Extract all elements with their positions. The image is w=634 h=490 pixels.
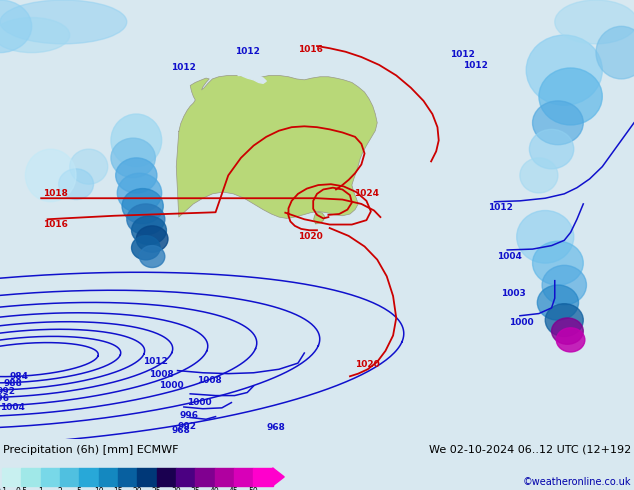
Ellipse shape (542, 265, 586, 305)
Ellipse shape (25, 149, 76, 202)
Text: 1012: 1012 (488, 202, 514, 212)
Ellipse shape (537, 285, 578, 320)
Bar (176, 468, 195, 486)
Text: 996: 996 (0, 393, 10, 403)
Bar (60, 468, 79, 486)
Text: 1020: 1020 (298, 232, 323, 242)
Text: 1012: 1012 (235, 47, 260, 56)
Bar (214, 468, 234, 486)
Text: 35: 35 (190, 487, 200, 490)
Text: 1016: 1016 (298, 45, 323, 53)
Polygon shape (238, 74, 266, 83)
Ellipse shape (557, 328, 585, 352)
Text: 20: 20 (133, 487, 142, 490)
Ellipse shape (127, 204, 165, 235)
Bar (137, 468, 157, 486)
Ellipse shape (520, 158, 558, 193)
Text: 968: 968 (171, 426, 190, 435)
Text: 1004: 1004 (0, 403, 25, 413)
Text: 984: 984 (10, 372, 29, 381)
Text: 1012: 1012 (450, 50, 476, 59)
Text: We 02-10-2024 06..12 UTC (12+192: We 02-10-2024 06..12 UTC (12+192 (429, 445, 631, 455)
Ellipse shape (0, 0, 32, 52)
Text: 45: 45 (229, 487, 239, 490)
Text: 2: 2 (58, 487, 62, 490)
Bar (157, 468, 176, 486)
Text: 50: 50 (249, 487, 258, 490)
Ellipse shape (596, 26, 634, 79)
Text: 1024: 1024 (354, 189, 378, 198)
Text: 1000: 1000 (159, 381, 183, 391)
Text: 1012: 1012 (463, 61, 488, 70)
Text: ©weatheronline.co.uk: ©weatheronline.co.uk (522, 477, 631, 488)
Ellipse shape (111, 138, 155, 177)
Ellipse shape (517, 211, 574, 263)
Text: 1000: 1000 (188, 398, 212, 407)
Ellipse shape (529, 129, 574, 169)
Ellipse shape (533, 241, 583, 285)
Bar (234, 468, 253, 486)
Ellipse shape (533, 101, 583, 145)
Text: 1012: 1012 (171, 64, 197, 73)
Ellipse shape (552, 318, 583, 344)
Text: 968: 968 (266, 423, 285, 432)
Text: 996: 996 (179, 411, 198, 420)
Text: 30: 30 (171, 487, 181, 490)
Ellipse shape (184, 171, 209, 189)
Bar (118, 468, 137, 486)
Ellipse shape (526, 35, 602, 105)
Text: 1020: 1020 (355, 360, 380, 369)
Text: 1016: 1016 (43, 220, 68, 229)
Polygon shape (273, 468, 284, 486)
Text: 1008: 1008 (197, 376, 222, 385)
Text: 1: 1 (38, 487, 43, 490)
Ellipse shape (0, 18, 70, 52)
Bar (195, 468, 214, 486)
Bar (22, 468, 41, 486)
Text: 0.1: 0.1 (0, 487, 8, 490)
Text: 15: 15 (113, 487, 123, 490)
Ellipse shape (111, 114, 162, 167)
Text: 1004: 1004 (496, 252, 522, 261)
Bar (253, 468, 273, 486)
Text: 988: 988 (3, 379, 22, 388)
Text: 1018: 1018 (43, 189, 68, 198)
Ellipse shape (539, 68, 602, 125)
Text: 1012: 1012 (143, 357, 168, 367)
Text: 25: 25 (152, 487, 162, 490)
Ellipse shape (70, 149, 108, 184)
Text: 40: 40 (210, 487, 219, 490)
Ellipse shape (117, 173, 162, 213)
Ellipse shape (545, 304, 583, 337)
Ellipse shape (136, 226, 168, 252)
Bar (2, 468, 22, 486)
Bar (79, 468, 99, 486)
Ellipse shape (131, 216, 166, 245)
Ellipse shape (58, 169, 94, 199)
Bar (99, 468, 118, 486)
Text: 1003: 1003 (501, 289, 526, 298)
Ellipse shape (122, 189, 164, 223)
Text: 992: 992 (178, 422, 197, 431)
Polygon shape (176, 75, 377, 219)
Ellipse shape (132, 236, 160, 260)
Text: 0.5: 0.5 (15, 487, 27, 490)
Text: 992: 992 (0, 387, 16, 396)
Bar (41, 468, 60, 486)
Ellipse shape (555, 0, 634, 44)
Ellipse shape (115, 158, 157, 193)
Ellipse shape (139, 245, 165, 268)
Text: Precipitation (6h) [mm] ECMWF: Precipitation (6h) [mm] ECMWF (3, 445, 179, 455)
Text: 10: 10 (94, 487, 103, 490)
Polygon shape (314, 212, 325, 223)
Ellipse shape (0, 0, 127, 44)
Text: 1000: 1000 (509, 318, 533, 327)
Text: 1008: 1008 (149, 370, 174, 379)
Text: 5: 5 (77, 487, 82, 490)
